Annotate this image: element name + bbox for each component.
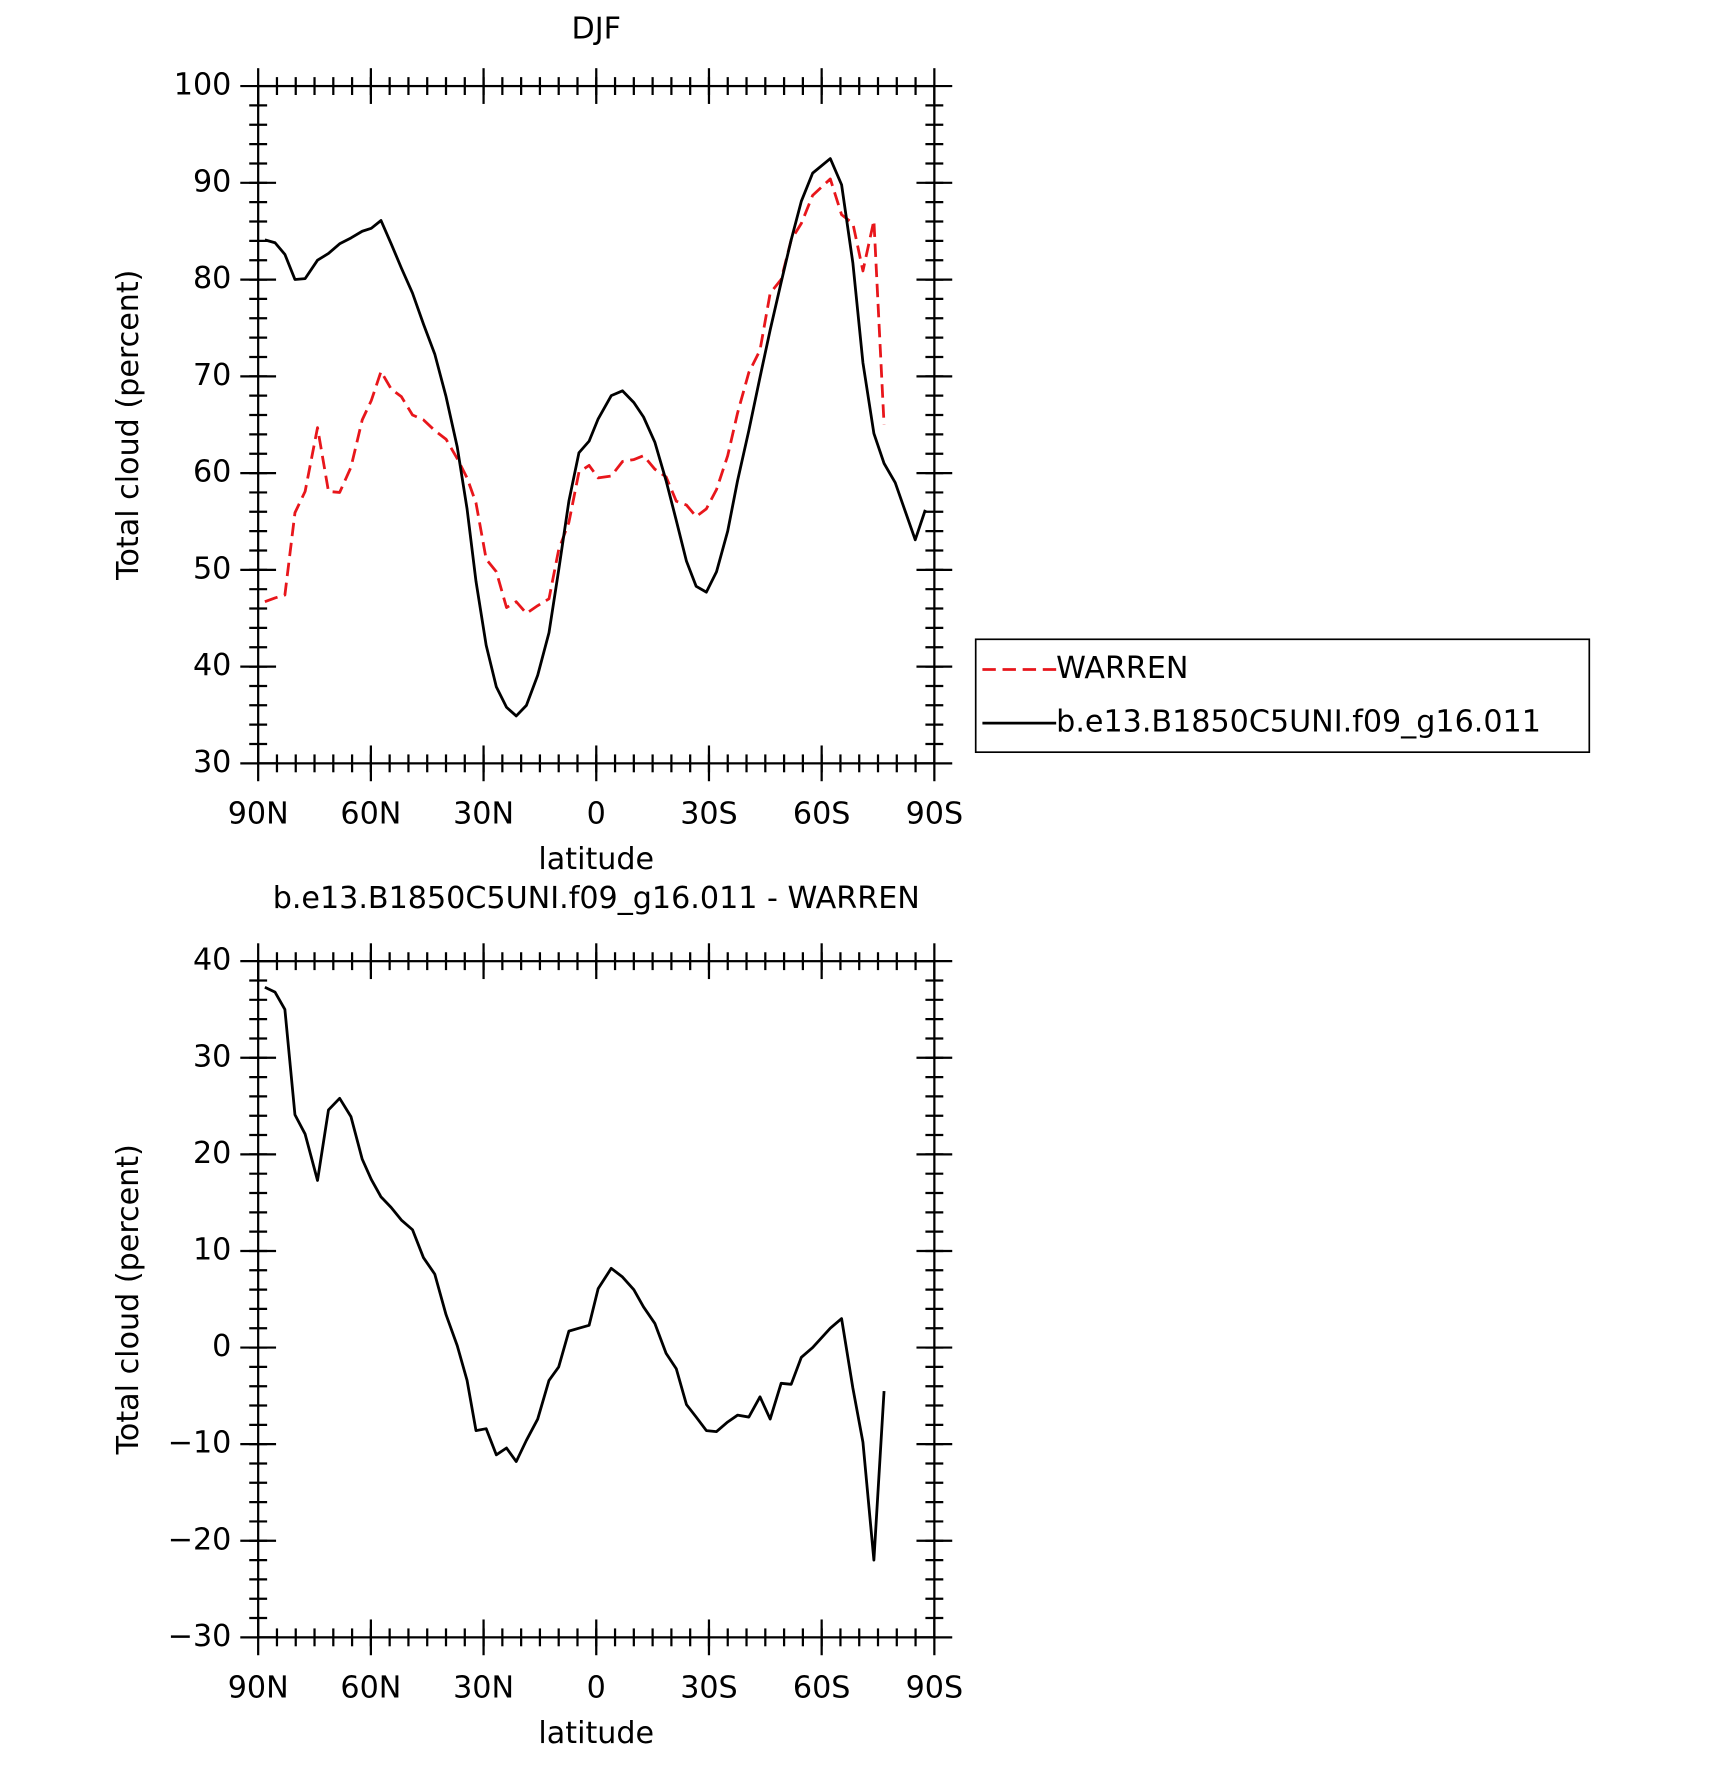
- data-line: [264, 985, 886, 1562]
- y-tick-label: 50: [193, 551, 231, 586]
- data-line: [264, 157, 927, 718]
- y-tick-label: 70: [193, 358, 231, 393]
- y-tick-label: 30: [193, 1039, 231, 1074]
- x-tick-label: 60S: [793, 796, 851, 831]
- y-tick-label: 80: [193, 261, 231, 296]
- y-tick-label: 0: [212, 1329, 231, 1364]
- x-tick-label: 30N: [453, 796, 514, 831]
- y-tick-label: −20: [168, 1522, 232, 1557]
- y-tick-label: 40: [193, 943, 231, 978]
- legend-box: [974, 638, 1591, 754]
- x-tick-label: 60N: [340, 796, 401, 831]
- x-tick-label: 60N: [340, 1670, 401, 1705]
- x-tick-label: 30N: [453, 1670, 514, 1705]
- y-axis-label: Total cloud (percent): [111, 1144, 146, 1455]
- x-tick-label: 90N: [228, 796, 289, 831]
- data-line: [264, 177, 886, 615]
- y-tick-label: −30: [168, 1619, 232, 1654]
- chart-title: b.e13.B1850C5UNI.f09_g16.011 - WARREN: [273, 881, 920, 916]
- x-axis-label: latitude: [538, 1716, 654, 1751]
- y-tick-label: 20: [193, 1136, 231, 1171]
- x-tick-label: 30S: [680, 1670, 738, 1705]
- legend-label: WARREN: [1056, 651, 1188, 686]
- legend-label: b.e13.B1850C5UNI.f09_g16.011: [1056, 705, 1541, 740]
- x-tick-label: 90S: [906, 1670, 964, 1705]
- x-tick-label: 30S: [680, 796, 738, 831]
- y-tick-label: −10: [168, 1426, 232, 1461]
- y-tick-label: 30: [193, 745, 231, 780]
- x-tick-label: 0: [587, 1670, 606, 1705]
- x-tick-label: 60S: [793, 1670, 851, 1705]
- x-tick-label: 0: [587, 796, 606, 831]
- x-axis-label: latitude: [538, 842, 654, 877]
- y-tick-label: 10: [193, 1232, 231, 1267]
- y-tick-label: 40: [193, 648, 231, 683]
- x-tick-label: 90S: [906, 796, 964, 831]
- y-tick-label: 90: [193, 164, 231, 199]
- y-tick-label: 60: [193, 455, 231, 490]
- y-tick-label: 100: [174, 68, 232, 103]
- x-tick-label: 90N: [228, 1670, 289, 1705]
- y-axis-label: Total cloud (percent): [111, 270, 146, 581]
- chart-title: DJF: [572, 12, 621, 47]
